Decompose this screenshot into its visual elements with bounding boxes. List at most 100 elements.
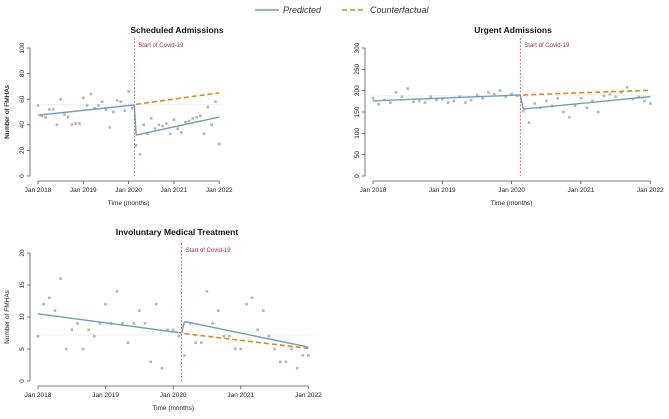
- data-point: [643, 99, 646, 103]
- data-point: [429, 95, 433, 98]
- data-point: [417, 99, 421, 103]
- data-point: [527, 121, 531, 124]
- predicted-line-post: [523, 95, 651, 110]
- data-point: [138, 309, 141, 312]
- y-axis-title: Number of FMHAs: [4, 84, 11, 139]
- data-point: [452, 99, 456, 103]
- legend: Predicted Counterfactual: [255, 5, 430, 15]
- y-tick-label: 20: [19, 146, 26, 154]
- x-tick-label: Jan 2018: [25, 187, 52, 194]
- data-point: [608, 92, 612, 96]
- data-point: [157, 123, 161, 127]
- data-point: [127, 90, 130, 93]
- x-tick-label: Jan 2021: [227, 392, 254, 399]
- data-point: [74, 122, 78, 125]
- data-point: [194, 341, 198, 344]
- data-point: [284, 360, 288, 364]
- data-point: [441, 97, 444, 101]
- data-point: [521, 109, 525, 113]
- y-tick-label: 0: [19, 379, 26, 383]
- data-point: [55, 123, 59, 127]
- data-point: [481, 97, 485, 100]
- data-point: [487, 91, 490, 94]
- covid-start-label: Start of Covid-19: [138, 43, 184, 49]
- data-point: [389, 101, 392, 104]
- y-tick-label: 100: [354, 128, 361, 139]
- y-tick-label: 100: [19, 42, 26, 53]
- data-point: [394, 91, 398, 94]
- x-tick-label: Jan 2022: [295, 392, 322, 399]
- data-point: [89, 92, 93, 96]
- data-point: [278, 360, 282, 364]
- x-tick-label: Jan 2018: [25, 392, 52, 399]
- data-point: [85, 104, 89, 107]
- data-point: [66, 115, 70, 119]
- data-point: [233, 347, 237, 351]
- data-point: [48, 108, 51, 111]
- y-tick-label: 20: [19, 249, 26, 257]
- data-point: [132, 322, 136, 325]
- y-tick-label: 200: [354, 85, 361, 96]
- counterfactual-line: [523, 89, 651, 96]
- x-axis-title: Time (months): [152, 405, 194, 412]
- data-point: [256, 328, 259, 332]
- data-point: [161, 124, 164, 128]
- x-tick-label: Jan 2018: [360, 187, 387, 194]
- y-tick-label: 15: [19, 281, 26, 289]
- data-point: [591, 99, 594, 103]
- data-point: [210, 123, 213, 127]
- data-point: [119, 100, 123, 104]
- data-point: [59, 97, 62, 101]
- predicted-line-break: [133, 104, 137, 136]
- data-point: [138, 152, 142, 156]
- data-point: [104, 302, 107, 306]
- data-point: [579, 97, 583, 100]
- data-point: [556, 97, 560, 100]
- y-tick-label: 60: [19, 95, 26, 103]
- data-point: [206, 105, 210, 109]
- data-point: [423, 101, 427, 104]
- data-point: [172, 118, 176, 121]
- data-point: [126, 341, 130, 344]
- data-point: [123, 109, 127, 113]
- data-point: [104, 108, 108, 111]
- data-point: [200, 341, 203, 344]
- data-point: [469, 98, 473, 102]
- data-point: [301, 354, 305, 357]
- x-axis-title: Time (months): [108, 200, 150, 207]
- data-point: [568, 115, 571, 119]
- data-point: [64, 347, 68, 351]
- data-point: [191, 117, 195, 120]
- data-point: [40, 114, 44, 118]
- y-tick-label: 250: [354, 64, 361, 75]
- data-point: [228, 334, 231, 338]
- legend-predicted-label: Predicted: [283, 5, 322, 15]
- covid-start-label: Start of Covid-19: [524, 43, 570, 49]
- data-point: [239, 347, 243, 351]
- data-point: [406, 87, 409, 90]
- predicted-line-pre: [37, 313, 182, 334]
- data-point: [199, 114, 202, 118]
- data-point: [245, 302, 248, 306]
- data-point: [165, 122, 168, 125]
- x-tick-label: Jan 2022: [206, 187, 233, 194]
- y-tick-label: 300: [354, 42, 361, 53]
- data-point: [464, 101, 467, 104]
- data-point: [171, 328, 175, 332]
- y-tick-label: 80: [19, 70, 26, 78]
- predicted-line-break: [180, 321, 186, 334]
- panel-scheduled-admissions: Scheduled Admissions 0 20 40 60 80 100 Number o…: [4, 25, 233, 207]
- data-point: [70, 328, 74, 332]
- data-point: [585, 106, 588, 110]
- data-point: [108, 126, 112, 129]
- data-point: [295, 366, 299, 370]
- data-point: [183, 354, 186, 357]
- data-point: [214, 100, 217, 104]
- data-point: [149, 360, 152, 364]
- data-point: [160, 366, 164, 370]
- data-point: [648, 102, 652, 105]
- data-point: [625, 85, 629, 89]
- data-point: [307, 354, 310, 357]
- data-point: [492, 92, 496, 96]
- data-point: [400, 95, 404, 98]
